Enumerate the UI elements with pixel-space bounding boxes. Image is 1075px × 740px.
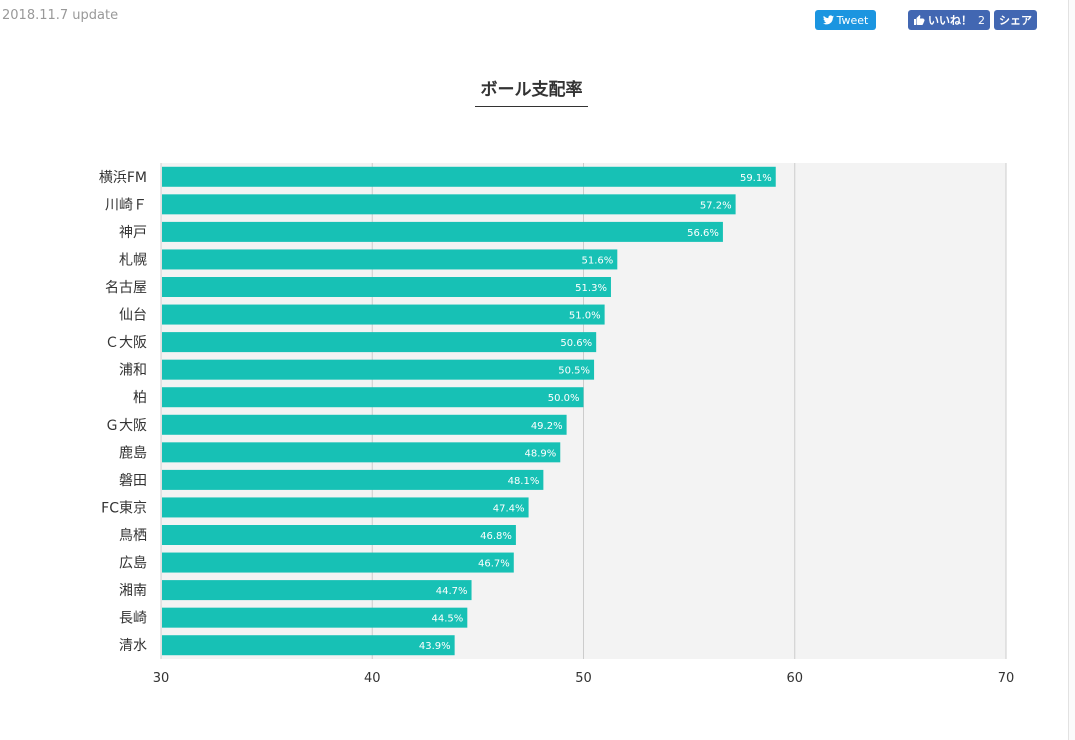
chart-title: ボール支配率	[475, 75, 588, 107]
category-label: 長崎	[119, 611, 147, 627]
twitter-bird-icon	[822, 15, 834, 25]
category-label: Ｃ大阪	[105, 335, 147, 351]
bar	[162, 442, 561, 463]
bar-value-label: 47.4%	[493, 503, 525, 514]
x-tick-label: 60	[786, 671, 803, 686]
bar	[162, 635, 455, 656]
bar-value-label: 59.1%	[740, 173, 772, 184]
bar-value-label: 50.6%	[560, 338, 592, 349]
category-label: 広島	[119, 556, 147, 572]
category-label: 横浜FM	[99, 170, 147, 186]
like-label: いいね！	[928, 14, 972, 27]
x-tick-label: 40	[364, 671, 381, 686]
category-label: 湘南	[119, 583, 147, 599]
bar	[162, 359, 595, 380]
facebook-share-button[interactable]: シェア	[994, 10, 1037, 30]
page-scroll-edge	[1068, 0, 1075, 740]
category-label: 仙台	[119, 308, 147, 324]
category-label: 神戸	[119, 225, 147, 241]
bar	[162, 221, 723, 242]
bar-value-label: 43.9%	[419, 641, 451, 652]
share-label: シェア	[999, 14, 1032, 27]
bar	[162, 414, 567, 435]
update-date: 2018.11.7 update	[2, 8, 119, 23]
category-label: 清水	[119, 638, 147, 654]
bar-value-label: 51.0%	[569, 311, 601, 322]
bar	[162, 166, 776, 187]
category-label: 鳥栖	[119, 528, 147, 544]
bar-value-label: 44.7%	[436, 586, 468, 597]
bar-value-label: 50.5%	[558, 366, 590, 377]
category-label: 浦和	[119, 363, 147, 379]
category-label: 柏	[133, 390, 147, 406]
bar-value-label: 56.6%	[687, 228, 719, 239]
bar-value-label: 46.7%	[478, 559, 510, 570]
bar-value-label: 50.0%	[548, 393, 580, 404]
bar-value-label: 48.9%	[524, 448, 556, 459]
bar	[162, 469, 544, 490]
bar	[162, 249, 618, 270]
bar-value-label: 51.3%	[575, 283, 607, 294]
bar	[162, 387, 584, 408]
bar	[162, 194, 736, 215]
x-tick-label: 30	[153, 671, 170, 686]
category-label: 鹿島	[119, 444, 147, 461]
like-count: 2	[978, 13, 985, 27]
bar-value-label: 44.5%	[432, 614, 464, 625]
bar-value-label: 46.8%	[480, 531, 512, 542]
x-tick-label: 50	[575, 671, 592, 686]
bar-value-label: 48.1%	[508, 476, 540, 487]
thumbs-up-icon	[914, 15, 925, 25]
bar-value-label: 57.2%	[700, 200, 732, 211]
x-tick-label: 70	[998, 671, 1015, 686]
bar	[162, 552, 514, 573]
tweet-label: Tweet	[836, 13, 869, 27]
category-label: 川崎Ｆ	[105, 197, 147, 213]
bar-value-label: 51.6%	[582, 255, 614, 266]
bar	[162, 497, 529, 518]
bar	[162, 580, 472, 601]
category-label: Ｇ大阪	[105, 418, 147, 434]
bar	[162, 607, 468, 628]
category-label: 磐田	[119, 473, 147, 489]
bar-value-label: 49.2%	[531, 421, 563, 432]
category-label: 札幌	[119, 252, 147, 268]
bar	[162, 304, 605, 325]
tweet-button[interactable]: Tweet	[815, 10, 876, 30]
bar	[162, 277, 611, 297]
bar	[162, 525, 516, 545]
bar	[162, 332, 597, 353]
category-label: 名古屋	[105, 280, 147, 296]
facebook-like-button[interactable]: いいね！ 2	[908, 10, 990, 30]
category-label: FC東京	[101, 500, 147, 516]
